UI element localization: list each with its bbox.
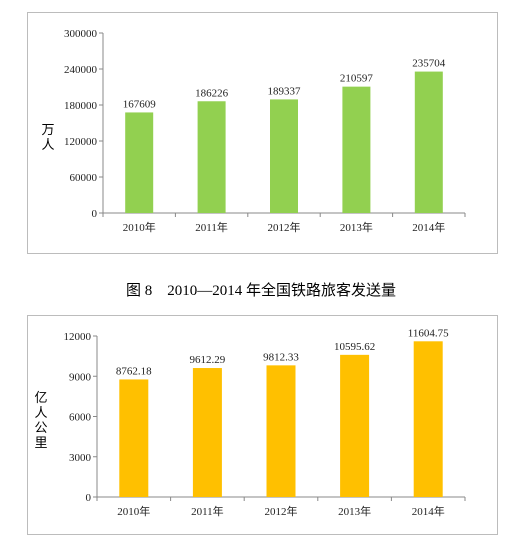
data-label: 189337 [268,85,302,97]
data-label: 10595.62 [334,341,375,353]
bar [413,341,443,497]
passenger-km-plot: 0 3000 6000 9000 12000 8762.18 2010年 9612.29 201… [34,327,466,518]
bar [125,112,154,213]
x-tick-label: 2011年 [191,504,224,518]
x-tick-label: 2014年 [412,504,445,518]
x-tick-label: 2012年 [265,504,298,518]
bar [340,354,370,497]
data-label: 9812.33 [263,351,299,363]
x-tick-label: 2013年 [340,220,373,234]
y-tick-label: 180000 [64,100,98,112]
y-tick-label: 0 [92,208,98,220]
figure-caption: 图 8 2010—2014 年全国铁路旅客发送量 [125,283,396,299]
y-axis-label: 人 [34,406,47,421]
passenger-volume-chart: 0 60000 120000 180000 240000 300000 167609 2010… [27,12,498,254]
y-tick-label: 0 [86,492,92,504]
y-tick-label: 300000 [64,28,98,40]
y-axis-label: 公 [34,421,47,436]
y-tick-label: 60000 [70,172,98,184]
bar [192,368,222,497]
y-tick-label: 6000 [69,412,92,424]
y-axis-label: 亿 [34,391,47,406]
y-tick-label: 9000 [69,371,92,383]
data-label: 9612.29 [190,354,226,366]
y-tick-label: 120000 [64,136,98,148]
data-label: 11604.75 [408,327,449,339]
bar [342,86,371,213]
bar [270,99,298,213]
x-tick-label: 2010年 [117,504,150,518]
data-label: 8762.18 [116,365,152,377]
data-label: 167609 [123,98,157,110]
y-tick-label: 240000 [64,64,98,76]
passenger-km-chart: 0 3000 6000 9000 12000 8762.18 2010年 9612.29 201… [27,315,498,535]
data-label: 210597 [340,73,374,85]
x-tick-label: 2013年 [338,504,371,518]
x-tick-label: 2011年 [195,220,228,234]
passenger-volume-plot: 0 60000 120000 180000 240000 300000 167609 2010… [41,28,466,234]
y-axis-label: 人 [41,138,54,153]
x-tick-label: 2012年 [268,220,301,234]
bar [266,365,296,497]
bar [119,379,149,497]
data-label: 235704 [412,58,446,70]
y-axis-label: 里 [34,436,47,451]
data-label: 186226 [195,87,229,99]
x-tick-label: 2010年 [123,220,156,234]
x-tick-label: 2014年 [412,220,445,234]
bar [197,101,226,213]
y-axis-label: 万 [41,123,54,138]
y-tick-label: 12000 [64,331,92,343]
y-tick-label: 3000 [69,452,92,464]
bar [414,71,443,213]
